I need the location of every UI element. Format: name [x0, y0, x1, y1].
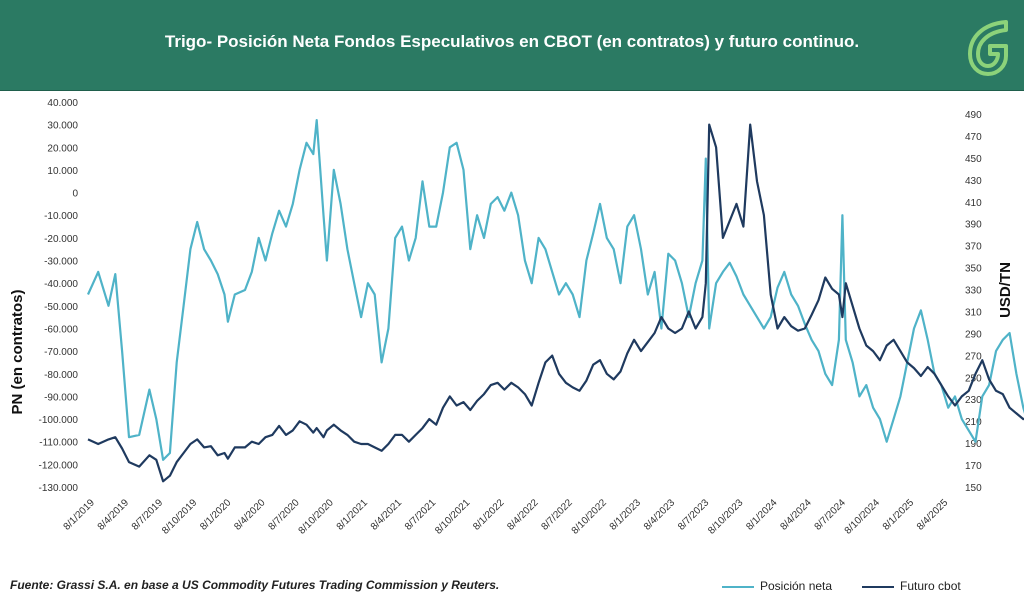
x-tick-label: 8/1/2025: [881, 497, 917, 533]
y-left-tick-label: -120.000: [39, 460, 79, 471]
x-tick-label: 8/1/2023: [608, 497, 644, 533]
y-right-tick-label: 190: [965, 439, 982, 450]
y-right-tick-label: 170: [965, 461, 982, 472]
x-tick-label: 8/7/2021: [403, 497, 439, 533]
x-tick-label: 8/10/2020: [297, 497, 337, 537]
y-left-tick-label: 20.000: [47, 143, 78, 154]
y-right-tick-label: 270: [965, 351, 982, 362]
x-tick-label: 8/4/2023: [642, 497, 678, 533]
y-axis-label-right: USD/TN: [997, 262, 1014, 318]
x-tick-label: 8/10/2022: [570, 497, 610, 537]
x-tick-label: 8/10/2023: [706, 497, 746, 537]
y-right-tick-label: 290: [965, 329, 982, 340]
y-left-tick-label: -70.000: [44, 347, 78, 358]
x-tick-label: 8/4/2020: [232, 497, 268, 533]
y-left-tick-label: -100.000: [39, 415, 79, 426]
y-left-tick-label: 40.000: [47, 98, 78, 109]
y-right-tick-label: 390: [965, 220, 982, 231]
y-left-tick-label: -60.000: [44, 324, 78, 335]
y-left-tick-label: -110.000: [39, 438, 78, 449]
y-right-tick-label: 330: [965, 286, 982, 297]
y-right-tick-label: 150: [965, 483, 982, 494]
line-chart: 40.000 30.000 20.000 10.000 0 -10.000 -20.000 -…: [9, 98, 1024, 537]
x-tick-label: 8/7/2023: [676, 497, 712, 533]
x-tick-label: 8/1/2019: [62, 497, 98, 533]
x-tick-label: 8/7/2020: [266, 497, 302, 533]
y-right-tick-label: 370: [965, 242, 982, 253]
legend-label-posicion-neta: Posición neta: [760, 579, 833, 593]
source-note: Fuente: Grassi S.A. en base a US Commodi…: [10, 578, 500, 592]
y-right-tick-label: 450: [965, 154, 982, 165]
legend-label-futuro-cbot: Futuro cbot: [900, 579, 961, 593]
x-tick-label: 8/4/2022: [505, 497, 541, 533]
y-left-tick-label: 0: [72, 189, 78, 200]
y-left-tick-label: -80.000: [44, 370, 78, 381]
x-tick-label: 8/4/2019: [96, 497, 132, 533]
x-tick-label: 8/10/2021: [433, 497, 473, 537]
chart-area: 40.000 30.000 20.000 10.000 0 -10.000 -20.000 -…: [0, 90, 1024, 570]
series-line-futuro-cbot: [87, 123, 1024, 483]
y-right-tick-label: 490: [965, 110, 982, 121]
y-left-tick-label: 30.000: [47, 121, 78, 132]
y-right-tick-label: 210: [965, 417, 982, 428]
x-tick-label: 8/7/2022: [540, 497, 576, 533]
x-tick-label: 8/10/2019: [160, 497, 200, 537]
y-left-tick-label: -50.000: [44, 302, 78, 313]
x-tick-label: 8/7/2019: [130, 497, 166, 533]
y-right-tick-label: 430: [965, 176, 982, 187]
x-tick-label: 8/1/2024: [744, 497, 780, 533]
leaf-logo-icon: [968, 20, 1008, 76]
y-left-axis: 40.000 30.000 20.000 10.000 0 -10.000 -20.000 -…: [39, 98, 79, 494]
y-left-tick-label: -130.000: [39, 483, 79, 494]
series-lines: [86, 119, 1024, 483]
x-tick-label: 8/4/2025: [915, 497, 951, 533]
legend-swatch-futuro-cbot: [862, 586, 894, 588]
x-axis: 8/1/20198/4/20198/7/20198/10/20198/1/202…: [62, 497, 951, 537]
x-tick-label: 8/1/2020: [198, 497, 234, 533]
x-tick-label: 8/4/2021: [369, 497, 405, 533]
y-left-tick-label: -30.000: [44, 257, 78, 268]
chart-title: Trigo- Posición Neta Fondos Especulativo…: [164, 32, 860, 51]
x-tick-label: 8/1/2022: [471, 497, 507, 533]
y-right-tick-label: 230: [965, 395, 982, 406]
y-left-tick-label: -10.000: [44, 211, 78, 222]
legend-swatch-posicion-neta: [722, 586, 754, 588]
x-tick-label: 8/7/2024: [813, 497, 849, 533]
x-tick-label: 8/4/2024: [778, 497, 814, 533]
chart-header: Trigo- Posición Neta Fondos Especulativo…: [0, 0, 1024, 91]
y-right-tick-label: 310: [965, 307, 982, 318]
y-axis-label-left: PN (en contratos): [9, 289, 26, 414]
x-tick-label: 8/1/2021: [335, 497, 371, 533]
x-tick-label: 8/10/2024: [843, 497, 883, 537]
series-line-posicion-neta: [86, 119, 1024, 461]
y-left-tick-label: 10.000: [47, 166, 78, 177]
y-left-tick-label: -40.000: [44, 279, 78, 290]
y-right-tick-label: 350: [965, 264, 982, 275]
y-left-tick-label: -20.000: [44, 234, 78, 245]
y-right-tick-label: 410: [965, 198, 982, 209]
y-left-tick-label: -90.000: [44, 392, 78, 403]
y-right-tick-label: 470: [965, 132, 982, 143]
